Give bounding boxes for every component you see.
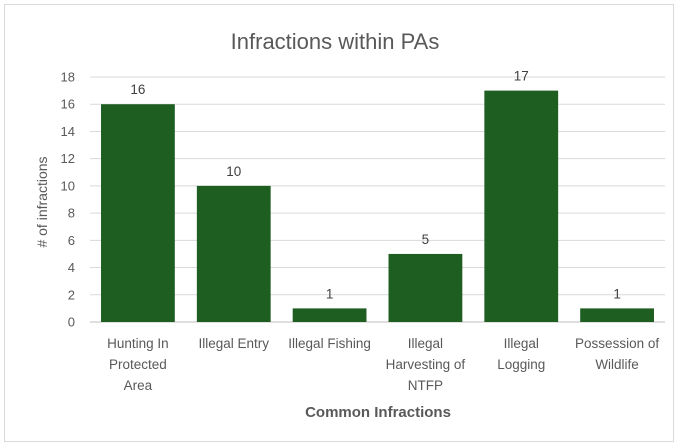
- bar: [580, 308, 654, 322]
- y-axis-ticks: 0 2 4 6 8 10 12 14 16 18: [61, 70, 75, 330]
- y-tick-label: 14: [61, 124, 75, 139]
- x-category-label: Illegal Logging: [497, 336, 545, 372]
- bar: [388, 253, 463, 322]
- y-tick-label: 12: [61, 151, 75, 166]
- bar: [101, 104, 175, 322]
- x-category-label: Illegal Entry: [198, 336, 269, 351]
- y-tick-label: 18: [61, 70, 75, 85]
- data-label: 17: [514, 69, 529, 84]
- y-tick-label: 0: [68, 315, 75, 330]
- data-label: 16: [130, 82, 145, 97]
- data-label: 5: [422, 232, 430, 247]
- bar-chart: Infractions within PAs 0 2 4 6 8 10 12 14 16 18 1…: [34, 29, 665, 421]
- y-tick-label: 16: [61, 97, 75, 112]
- y-tick-label: 4: [68, 260, 75, 275]
- data-labels: 16 10 1 5 17 1: [130, 69, 620, 302]
- data-label: 10: [226, 164, 241, 179]
- bar: [484, 90, 559, 322]
- bar: [196, 185, 271, 322]
- bar: [292, 308, 367, 322]
- x-category-label: Hunting In Protected Area: [107, 336, 169, 393]
- y-axis-title: # of infractions: [34, 156, 50, 247]
- data-label: 1: [326, 286, 334, 301]
- chart-frame: Infractions within PAs 0 2 4 6 8 10 12 14 16 18 1…: [4, 4, 674, 442]
- x-category-label: Illegal Harvesting of NTFP: [386, 336, 466, 393]
- x-category-label: Illegal Fishing: [288, 336, 371, 351]
- gridlines: [90, 76, 665, 323]
- x-axis-categories: Hunting In Protected Area Illegal Entry Ille…: [107, 336, 659, 393]
- x-axis-title: Common Infractions: [305, 404, 451, 421]
- bars: [101, 90, 654, 322]
- data-label: 1: [613, 286, 621, 301]
- y-tick-label: 10: [61, 178, 75, 193]
- y-tick-label: 2: [68, 287, 75, 302]
- y-tick-label: 6: [68, 233, 75, 248]
- x-category-label: Possession of Wildlife: [575, 336, 659, 372]
- y-tick-label: 8: [68, 206, 75, 221]
- chart-title: Infractions within PAs: [231, 29, 440, 54]
